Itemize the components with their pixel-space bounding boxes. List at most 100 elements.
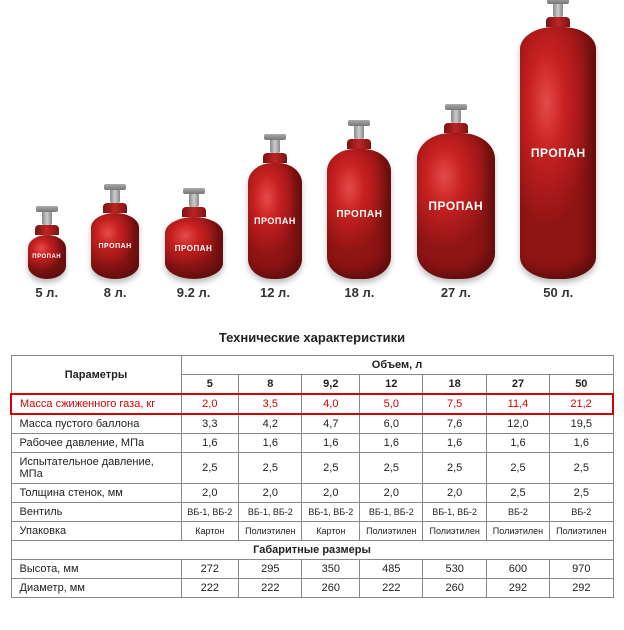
valve-icon	[42, 211, 52, 225]
col-header: 12	[360, 375, 423, 395]
cell: 2,5	[181, 453, 239, 484]
cell: 1,6	[181, 434, 239, 453]
cell: 2,5	[486, 484, 549, 503]
cell: Картон	[181, 522, 239, 541]
cylinder-4: ПРОПАН 12 л.	[248, 139, 302, 300]
cell: 222	[239, 579, 302, 598]
col-header: 5	[181, 375, 239, 395]
cylinder-body: ПРОПАН	[248, 163, 302, 279]
cell: 4,7	[302, 414, 360, 434]
cell: ВБ-1, ВБ-2	[239, 503, 302, 522]
cell: Полиэтилен	[423, 522, 486, 541]
valve-icon	[553, 3, 563, 17]
cylinder-label: ПРОПАН	[99, 243, 132, 250]
table-row: УпаковкаКартонПолиэтиленКартонПолиэтилен…	[11, 522, 613, 541]
cell: 6,0	[360, 414, 423, 434]
cell: ВБ-1, ВБ-2	[181, 503, 239, 522]
col-header: 9,2	[302, 375, 360, 395]
cylinder-label: ПРОПАН	[531, 146, 586, 160]
param-label: Диаметр, мм	[11, 579, 181, 598]
cell: 2,0	[302, 484, 360, 503]
cell: 260	[302, 579, 360, 598]
cell: 1,6	[486, 434, 549, 453]
cell: 1,6	[302, 434, 360, 453]
cylinder-body: ПРОПАН	[91, 213, 139, 279]
table-row: Рабочее давление, МПа1,61,61,61,61,61,61…	[11, 434, 613, 453]
cell: Полиэтилен	[550, 522, 613, 541]
cell: 7,5	[423, 394, 486, 414]
cell: ВБ-2	[550, 503, 613, 522]
cylinder-body: ПРОПАН	[417, 133, 495, 279]
cylinder-body: ПРОПАН	[520, 27, 596, 279]
table-title: Технические характеристики	[10, 330, 614, 345]
cell: Картон	[302, 522, 360, 541]
cylinder-3: ПРОПАН 9.2 л.	[165, 193, 223, 300]
cell: 485	[360, 560, 423, 579]
volume-group-header: Объем, л	[181, 356, 613, 375]
cell: 3,3	[181, 414, 239, 434]
cylinder-neck	[103, 203, 127, 213]
cell: 2,0	[181, 394, 239, 414]
cylinder-1: ПРОПАН5 л.	[28, 211, 66, 300]
cylinder-2: ПРОПАН8 л.	[91, 189, 139, 300]
cylinder-label: ПРОПАН	[175, 244, 213, 253]
cell: 1,6	[550, 434, 613, 453]
cell: ВБ-1, ВБ-2	[360, 503, 423, 522]
cell: 292	[550, 579, 613, 598]
cylinder-caption: 27 л.	[441, 285, 471, 300]
cylinder-5: ПРОПАН 18 л.	[327, 125, 391, 300]
cylinder-caption: 50 л.	[543, 285, 573, 300]
cell: 222	[181, 579, 239, 598]
table-row: Толщина стенок, мм2,02,02,02,02,02,52,5	[11, 484, 613, 503]
cylinder-illustration-row: ПРОПАН5 л.ПРОПАН8 л.ПРОПАН9.2 л.ПРОПАН12…	[10, 10, 614, 310]
cylinder-label: ПРОПАН	[336, 209, 382, 220]
table-row: Испытательное давление, МПа2,52,52,52,52…	[11, 453, 613, 484]
cell: 2,5	[550, 453, 613, 484]
cell: 2,5	[302, 453, 360, 484]
cell: 2,5	[550, 484, 613, 503]
valve-icon	[270, 139, 280, 153]
cell: 2,0	[239, 484, 302, 503]
cell: 5,0	[360, 394, 423, 414]
cell: ВБ-1, ВБ-2	[302, 503, 360, 522]
cell: 19,5	[550, 414, 613, 434]
cell: 222	[360, 579, 423, 598]
cell: 4,2	[239, 414, 302, 434]
param-label: Толщина стенок, мм	[11, 484, 181, 503]
cell: 272	[181, 560, 239, 579]
cell: Полиэтилен	[486, 522, 549, 541]
cell: 2,0	[181, 484, 239, 503]
cylinder-body: ПРОПАН	[327, 149, 391, 279]
cylinder-neck	[263, 153, 287, 163]
valve-icon	[451, 109, 461, 123]
cylinder-caption: 12 л.	[260, 285, 290, 300]
cell: 2,0	[423, 484, 486, 503]
param-label: Вентиль	[11, 503, 181, 522]
cell: Полиэтилен	[360, 522, 423, 541]
cell: 1,6	[360, 434, 423, 453]
param-header: Параметры	[11, 356, 181, 395]
cell: 260	[423, 579, 486, 598]
param-label: Упаковка	[11, 522, 181, 541]
cylinder-caption: 18 л.	[344, 285, 374, 300]
cell: 292	[486, 579, 549, 598]
cell: 350	[302, 560, 360, 579]
cell: 530	[423, 560, 486, 579]
cylinder-neck	[546, 17, 570, 27]
col-header: 50	[550, 375, 613, 395]
col-header: 18	[423, 375, 486, 395]
cylinder-caption: 9.2 л.	[177, 285, 211, 300]
section2-header: Габаритные размеры	[11, 541, 613, 560]
cell: 295	[239, 560, 302, 579]
cylinder-neck	[35, 225, 59, 235]
valve-icon	[354, 125, 364, 139]
cell: 2,5	[423, 453, 486, 484]
cell: 3,5	[239, 394, 302, 414]
table-row: Масса сжиженного газа, кг2,03,54,05,07,5…	[11, 394, 613, 414]
cell: 2,5	[486, 453, 549, 484]
cylinder-neck	[444, 123, 468, 133]
valve-icon	[189, 193, 199, 207]
cylinder-neck	[182, 207, 206, 217]
col-header: 27	[486, 375, 549, 395]
spec-table: Параметры Объем, л 589,212182750 Масса с…	[10, 355, 614, 598]
